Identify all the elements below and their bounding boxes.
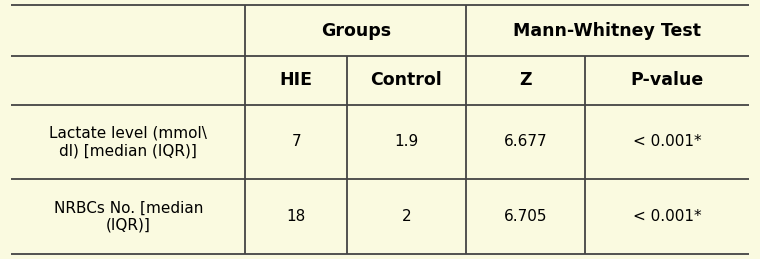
Text: 6.677: 6.677 — [504, 134, 547, 149]
Bar — [11, 105, 245, 179]
Text: 7: 7 — [291, 134, 301, 149]
Text: 18: 18 — [287, 209, 306, 224]
Text: 1.9: 1.9 — [394, 134, 419, 149]
Bar — [11, 179, 245, 254]
Bar — [11, 56, 245, 105]
Text: HIE: HIE — [280, 71, 312, 89]
Text: Groups: Groups — [321, 22, 391, 40]
Bar — [245, 179, 347, 254]
Bar — [466, 56, 585, 105]
Text: 2: 2 — [402, 209, 411, 224]
Bar — [347, 56, 466, 105]
Bar — [245, 56, 347, 105]
Bar — [585, 105, 749, 179]
Text: Z: Z — [519, 71, 532, 89]
Text: NRBCs No. [median
(IQR)]: NRBCs No. [median (IQR)] — [54, 200, 203, 233]
Bar — [245, 5, 466, 56]
Bar — [585, 179, 749, 254]
Text: < 0.001*: < 0.001* — [632, 134, 701, 149]
Bar — [466, 179, 585, 254]
Bar — [466, 5, 749, 56]
Bar — [585, 56, 749, 105]
Bar — [347, 179, 466, 254]
Text: Control: Control — [371, 71, 442, 89]
Bar — [466, 105, 585, 179]
Text: P-value: P-value — [630, 71, 704, 89]
Bar — [347, 105, 466, 179]
Text: < 0.001*: < 0.001* — [632, 209, 701, 224]
Text: Lactate level (mmol\
dl) [median (IQR)]: Lactate level (mmol\ dl) [median (IQR)] — [49, 126, 207, 158]
Bar — [245, 105, 347, 179]
Text: 6.705: 6.705 — [504, 209, 547, 224]
Text: Mann-Whitney Test: Mann-Whitney Test — [513, 22, 701, 40]
Bar — [11, 5, 245, 56]
